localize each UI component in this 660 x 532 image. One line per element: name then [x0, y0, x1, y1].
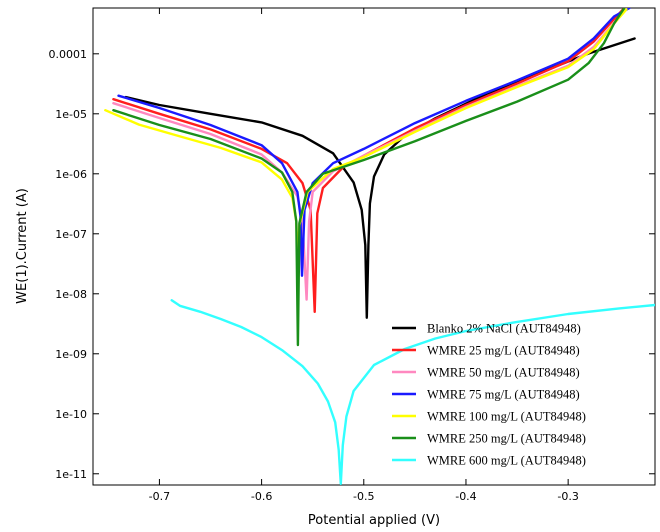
y-tick-label: 1e-11	[55, 468, 87, 481]
series-line-4	[117, 8, 631, 277]
y-tick-label: 1e-08	[55, 288, 87, 301]
legend-label: WMRE 50 mg/L (AUT84948)	[427, 366, 580, 380]
y-tick-label: 1e-10	[55, 408, 87, 421]
x-tick-label: -0.4	[455, 490, 476, 503]
x-tick-label: -0.3	[557, 490, 578, 503]
legend-label: WMRE 75 mg/L (AUT84948)	[427, 388, 580, 402]
y-tick-label: 1e-05	[55, 108, 87, 121]
plot-area	[92, 7, 656, 486]
x-axis: -0.7 -0.6 -0.5 -0.4 -0.3	[149, 8, 579, 503]
x-tick-label: -0.6	[251, 490, 272, 503]
legend-label: WMRE 250 mg/L (AUT84948)	[427, 432, 586, 446]
y-tick-label: 1e-09	[55, 348, 87, 361]
legend: Blanko 2% NaCl (AUT84948) WMRE 25 mg/L (A…	[392, 322, 586, 468]
x-tick-label: -0.5	[353, 490, 374, 503]
series-line-7	[170, 299, 655, 485]
y-axis: 1e-11 1e-10 1e-09 1e-08 1e-07 1e-06 1e-05 0.000…	[49, 48, 655, 481]
legend-label: WMRE 600 mg/L (AUT84948)	[427, 454, 586, 468]
x-axis-title: Potential applied (V)	[308, 513, 440, 528]
y-tick-label: 1e-07	[55, 228, 87, 241]
series-layer	[104, 8, 655, 485]
y-axis-title: WE(1).Current (A)	[15, 188, 30, 304]
legend-label: Blanko 2% NaCl (AUT84948)	[427, 322, 581, 336]
legend-label: WMRE 100 mg/L (AUT84948)	[427, 410, 586, 424]
y-tick-label: 1e-06	[55, 168, 87, 181]
series-line-1	[124, 37, 636, 319]
x-tick-label: -0.7	[149, 490, 170, 503]
series-line-2	[112, 8, 626, 313]
y-tick-label: 0.0001	[49, 48, 88, 61]
legend-label: WMRE 25 mg/L (AUT84948)	[427, 344, 580, 358]
series-line-6	[112, 8, 626, 347]
